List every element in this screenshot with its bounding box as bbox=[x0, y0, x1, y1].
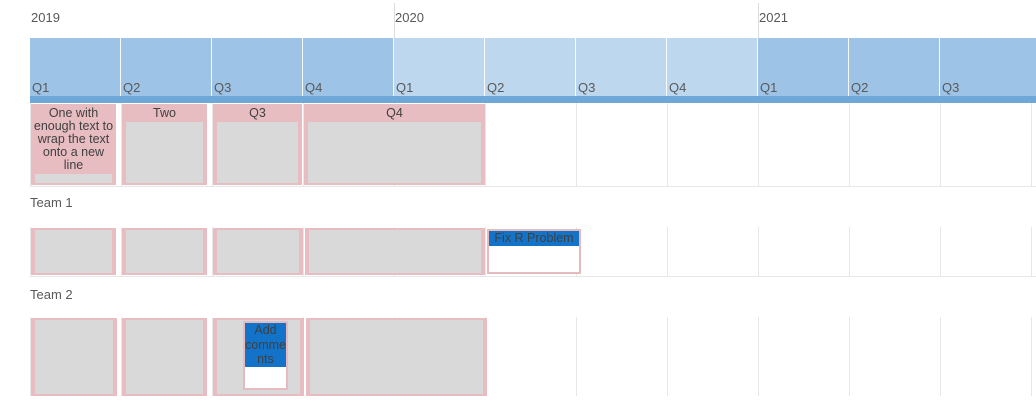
quarter-cell: Q3 bbox=[212, 38, 303, 96]
highlight-task-title: Fix R Problem bbox=[489, 231, 579, 246]
quarter-cell: Q2 bbox=[849, 38, 940, 96]
quarter-cell: Q3 bbox=[576, 38, 667, 96]
task-bar[interactable] bbox=[31, 318, 117, 396]
quarter-gridline bbox=[940, 227, 941, 276]
quarter-gridline bbox=[30, 227, 31, 276]
quarter-label: Q2 bbox=[123, 80, 141, 95]
quarter-label: Q3 bbox=[578, 80, 596, 95]
quarter-gridline bbox=[485, 103, 486, 186]
task-title: Two bbox=[153, 106, 176, 120]
quarter-cell: Q4 bbox=[303, 38, 394, 96]
quarter-cell: Q1 bbox=[758, 38, 849, 96]
task-child-bar[interactable] bbox=[309, 230, 481, 273]
quarter-label: Q4 bbox=[669, 80, 687, 95]
task-child-bar[interactable] bbox=[126, 320, 203, 394]
quarter-gridline bbox=[30, 317, 31, 396]
task-bar[interactable]: Q4 bbox=[304, 104, 485, 185]
quarter-gridline bbox=[212, 227, 213, 276]
quarter-gridline bbox=[667, 227, 668, 276]
task-bar[interactable] bbox=[122, 228, 207, 275]
quarter-gridline bbox=[121, 227, 122, 276]
task-bar[interactable]: Two bbox=[122, 104, 207, 185]
quarter-cell: Q1 bbox=[394, 38, 485, 96]
task-child-bar[interactable] bbox=[35, 174, 112, 183]
quarter-gridline bbox=[30, 103, 31, 186]
task-child-bar[interactable] bbox=[126, 122, 203, 183]
quarter-gridline bbox=[849, 317, 850, 396]
task-bar[interactable]: One with enough text to wrap the text on… bbox=[31, 104, 116, 185]
task-title: One with enough text to wrap the text on… bbox=[33, 106, 114, 172]
quarter-gridline bbox=[758, 317, 759, 396]
quarter-gridline bbox=[121, 317, 122, 396]
highlight-task-bar[interactable]: Add comments bbox=[243, 321, 288, 390]
task-child-bar[interactable] bbox=[35, 320, 113, 394]
quarter-gridline bbox=[940, 103, 941, 186]
row-separator-line bbox=[30, 186, 1036, 187]
timeline-strip bbox=[30, 96, 1036, 103]
quarter-label: Q3 bbox=[942, 80, 960, 95]
highlight-task-body bbox=[489, 245, 579, 272]
quarter-cell: Q4 bbox=[667, 38, 758, 96]
quarter-label: Q2 bbox=[851, 80, 869, 95]
quarter-gridline bbox=[940, 317, 941, 396]
task-child-bar[interactable] bbox=[217, 230, 299, 273]
task-bar[interactable]: Q3 bbox=[213, 104, 302, 185]
quarter-gridline bbox=[849, 227, 850, 276]
year-label: 2021 bbox=[759, 10, 788, 25]
task-bar[interactable] bbox=[122, 318, 207, 396]
quarter-gridline bbox=[303, 227, 304, 276]
quarter-gridline bbox=[121, 103, 122, 186]
section-label-team-2: Team 2 bbox=[30, 287, 73, 302]
quarter-cell: Q3 bbox=[940, 38, 1036, 96]
year-separator-line bbox=[758, 3, 759, 38]
quarter-gridline bbox=[667, 103, 668, 186]
quarter-gridline bbox=[758, 103, 759, 186]
quarter-label: Q1 bbox=[760, 80, 778, 95]
task-bar[interactable] bbox=[306, 318, 487, 396]
quarter-gridline bbox=[1031, 317, 1032, 396]
quarter-gridline bbox=[1031, 103, 1032, 186]
task-title: Q3 bbox=[249, 106, 266, 120]
quarter-gridline bbox=[667, 317, 668, 396]
task-child-bar[interactable] bbox=[217, 122, 298, 183]
task-bar[interactable] bbox=[31, 228, 116, 275]
quarter-gridline bbox=[212, 103, 213, 186]
quarter-gridline bbox=[1031, 227, 1032, 276]
task-child-bar[interactable] bbox=[310, 320, 483, 394]
quarter-gridline bbox=[576, 317, 577, 396]
task-bar[interactable] bbox=[213, 228, 303, 275]
quarter-label: Q1 bbox=[32, 80, 50, 95]
year-label: 2020 bbox=[395, 10, 424, 25]
highlight-task-body bbox=[245, 366, 286, 388]
row-separator-line bbox=[30, 276, 1036, 277]
quarter-gridline bbox=[758, 227, 759, 276]
quarter-gridline bbox=[576, 103, 577, 186]
quarter-gridline bbox=[212, 317, 213, 396]
task-child-bar[interactable] bbox=[308, 122, 481, 183]
quarter-gridline bbox=[303, 103, 304, 186]
quarter-gridline bbox=[485, 227, 486, 276]
quarter-cell: Q2 bbox=[485, 38, 576, 96]
task-child-bar[interactable] bbox=[35, 230, 112, 273]
highlight-task-title: Add comments bbox=[245, 323, 286, 367]
quarter-gridline bbox=[849, 103, 850, 186]
section-label-team-1: Team 1 bbox=[30, 195, 73, 210]
highlight-task-bar[interactable]: Fix R Problem bbox=[487, 229, 581, 274]
quarter-label: Q2 bbox=[487, 80, 505, 95]
year-separator-line bbox=[394, 3, 395, 38]
quarter-cell: Q2 bbox=[121, 38, 212, 96]
quarter-label: Q4 bbox=[305, 80, 323, 95]
task-child-bar[interactable] bbox=[126, 230, 203, 273]
year-label: 2019 bbox=[31, 10, 60, 25]
task-bar[interactable] bbox=[305, 228, 485, 275]
task-title: Q4 bbox=[386, 106, 403, 120]
quarter-label: Q1 bbox=[396, 80, 414, 95]
quarter-cell: Q1 bbox=[30, 38, 121, 96]
quarter-label: Q3 bbox=[214, 80, 232, 95]
